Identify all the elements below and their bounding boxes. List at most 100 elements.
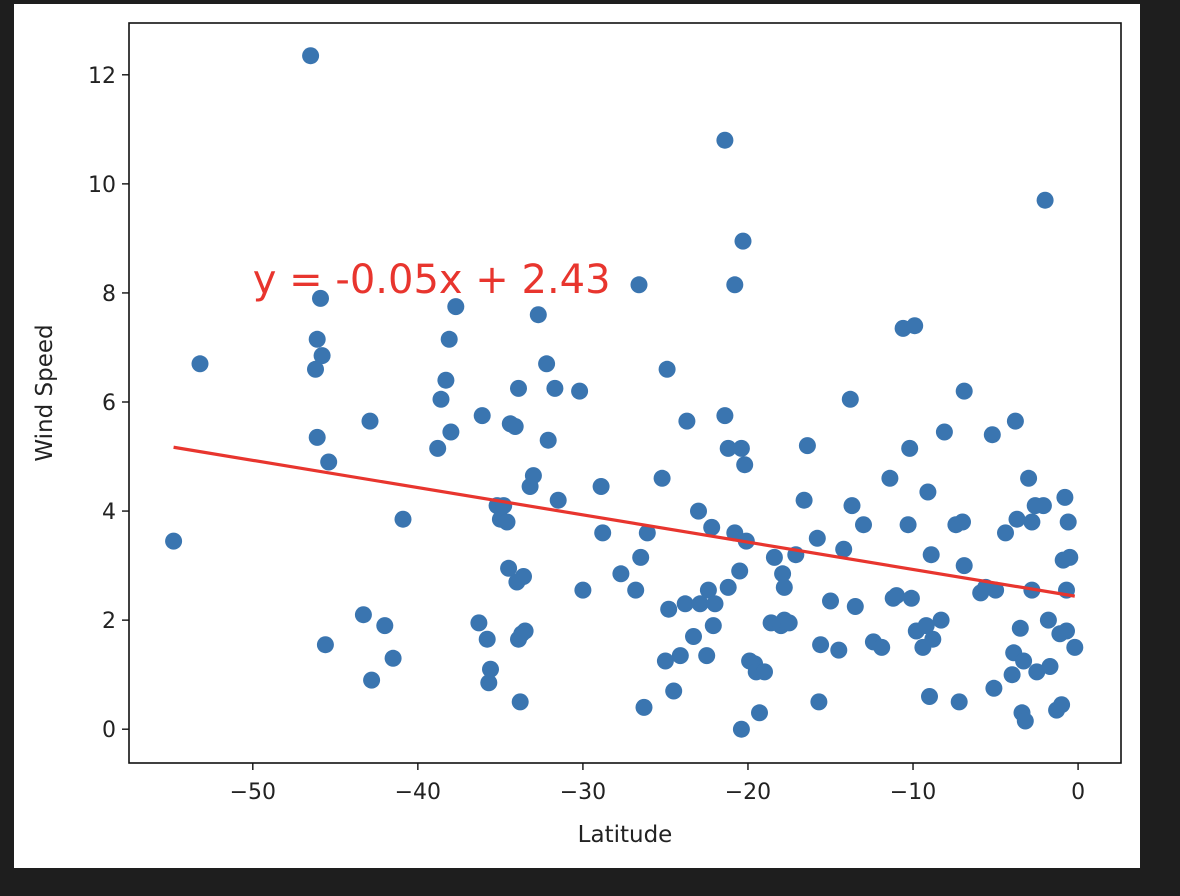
data-point — [1023, 513, 1041, 531]
data-point — [985, 679, 1003, 697]
points-layer — [165, 47, 1084, 738]
y-axis-title: Wind Speed — [32, 324, 58, 461]
data-point — [612, 565, 630, 583]
data-point — [935, 423, 953, 441]
data-point — [1011, 619, 1029, 637]
data-point — [1066, 638, 1084, 656]
data-point — [955, 382, 973, 400]
data-point — [516, 622, 534, 640]
data-point — [432, 390, 450, 408]
data-point — [1020, 469, 1038, 487]
data-point — [716, 407, 734, 425]
figure: −50 −40 −30 −20 −10 0 0 2 4 6 8 10 12 y = -0.05x + … — [14, 4, 1140, 868]
data-point — [756, 663, 773, 681]
data-point — [635, 698, 653, 716]
data-point — [480, 674, 498, 692]
data-point — [751, 704, 768, 722]
data-point — [515, 568, 532, 585]
data-point — [511, 693, 529, 711]
x-tick-label: −20 — [725, 780, 771, 805]
data-point — [678, 412, 696, 430]
data-point — [470, 614, 488, 632]
data-point — [437, 371, 455, 389]
data-point — [538, 355, 556, 373]
regression-line — [173, 445, 1076, 598]
data-point — [429, 439, 447, 457]
data-point — [731, 562, 749, 580]
data-point — [653, 469, 671, 487]
data-point — [795, 491, 813, 509]
y-tick-label: 2 — [102, 609, 116, 634]
data-point — [924, 630, 942, 648]
data-point — [1061, 548, 1079, 566]
data-point — [632, 548, 650, 566]
data-point — [888, 587, 905, 605]
data-point — [376, 617, 394, 635]
data-point — [1041, 658, 1059, 675]
x-axis: −50 −40 −30 −20 −10 0 — [230, 763, 1085, 805]
data-point — [1056, 488, 1074, 506]
data-point — [780, 614, 798, 632]
data-point — [987, 581, 1005, 599]
x-tick-label: −50 — [230, 780, 276, 805]
data-point — [822, 592, 839, 610]
data-point — [1003, 666, 1021, 684]
data-point — [808, 529, 826, 547]
data-point — [546, 379, 564, 397]
y-tick-label: 4 — [102, 500, 116, 525]
data-point — [810, 693, 828, 711]
regression-equation-label: y = -0.05x + 2.43 — [253, 257, 611, 303]
data-point — [835, 540, 853, 558]
data-point — [307, 360, 324, 378]
data-point — [716, 131, 734, 149]
data-point — [574, 581, 592, 599]
data-point — [901, 439, 919, 457]
data-point — [316, 636, 334, 654]
data-point — [719, 578, 737, 596]
data-point — [997, 524, 1014, 542]
data-point — [1006, 412, 1024, 430]
x-tick-label: 0 — [1071, 780, 1085, 805]
data-point — [1058, 622, 1075, 640]
data-point — [1053, 696, 1071, 714]
scatter-plot: −50 −40 −30 −20 −10 0 0 2 4 6 8 10 12 y = -0.05x + … — [32, 22, 1122, 848]
axes-frame — [128, 22, 1122, 764]
data-point — [706, 595, 724, 613]
data-point — [1034, 497, 1052, 515]
data-point — [698, 647, 716, 665]
data-point — [363, 671, 381, 689]
data-point — [736, 456, 754, 474]
data-point — [676, 595, 694, 613]
data-point — [1008, 510, 1026, 528]
data-point — [732, 439, 750, 457]
data-point — [539, 431, 557, 449]
data-point — [950, 693, 968, 711]
data-point — [656, 652, 674, 670]
data-point — [442, 423, 460, 441]
y-axis: 0 2 4 6 8 10 12 — [88, 64, 129, 743]
data-point — [630, 276, 648, 294]
data-point — [473, 407, 491, 425]
y-tick-label: 0 — [102, 718, 116, 743]
x-tick-label: −40 — [395, 780, 441, 805]
data-point — [361, 412, 379, 430]
data-point — [1036, 191, 1054, 209]
data-point — [719, 439, 737, 457]
data-point — [955, 557, 973, 575]
x-tick-label: −30 — [560, 780, 606, 805]
data-point — [627, 581, 645, 599]
data-point — [302, 47, 320, 65]
x-tick-label: −10 — [890, 780, 936, 805]
regression-layer — [173, 445, 1076, 598]
data-point — [690, 502, 707, 520]
data-point — [765, 548, 783, 566]
data-point — [922, 546, 940, 564]
data-point — [691, 595, 709, 613]
data-point — [529, 306, 547, 324]
y-tick-label: 8 — [102, 282, 116, 307]
data-point — [812, 636, 830, 654]
data-point — [685, 628, 702, 645]
data-point — [917, 617, 935, 635]
data-point — [855, 516, 872, 534]
data-point — [899, 516, 917, 534]
